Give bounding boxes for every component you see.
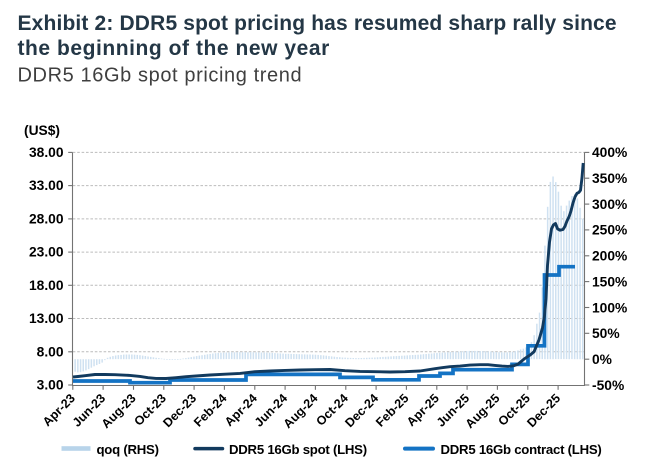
svg-text:250%: 250% — [592, 223, 627, 238]
svg-text:350%: 350% — [592, 171, 627, 186]
svg-text:13.00: 13.00 — [29, 311, 64, 326]
svg-text:23.00: 23.00 — [29, 245, 64, 260]
svg-text:100%: 100% — [592, 300, 627, 315]
svg-text:150%: 150% — [592, 274, 627, 289]
svg-text:qoq (RHS): qoq (RHS) — [97, 442, 159, 457]
svg-text:DDR5 16Gb contract (LHS): DDR5 16Gb contract (LHS) — [441, 442, 602, 457]
svg-text:300%: 300% — [592, 197, 627, 212]
svg-text:3.00: 3.00 — [37, 378, 64, 393]
svg-text:50%: 50% — [592, 326, 620, 341]
svg-text:DDR5 16Gb spot (LHS): DDR5 16Gb spot (LHS) — [229, 442, 367, 457]
svg-text:0%: 0% — [592, 352, 612, 367]
svg-text:DDR5 16Gb spot pricing trend: DDR5 16Gb spot pricing trend — [18, 65, 303, 87]
svg-text:200%: 200% — [592, 249, 627, 264]
svg-text:400%: 400% — [592, 145, 627, 160]
svg-text:the beginning of the new year: the beginning of the new year — [18, 37, 330, 60]
svg-text:28.00: 28.00 — [29, 212, 64, 227]
svg-text:(US$): (US$) — [24, 123, 60, 138]
svg-text:18.00: 18.00 — [29, 278, 64, 293]
svg-text:33.00: 33.00 — [29, 178, 64, 193]
svg-text:38.00: 38.00 — [29, 145, 64, 160]
svg-text:Exhibit 2: DDR5 spot pricing h: Exhibit 2: DDR5 spot pricing has resumed… — [18, 12, 617, 35]
svg-text:8.00: 8.00 — [37, 344, 64, 359]
svg-text:-50%: -50% — [592, 378, 624, 393]
